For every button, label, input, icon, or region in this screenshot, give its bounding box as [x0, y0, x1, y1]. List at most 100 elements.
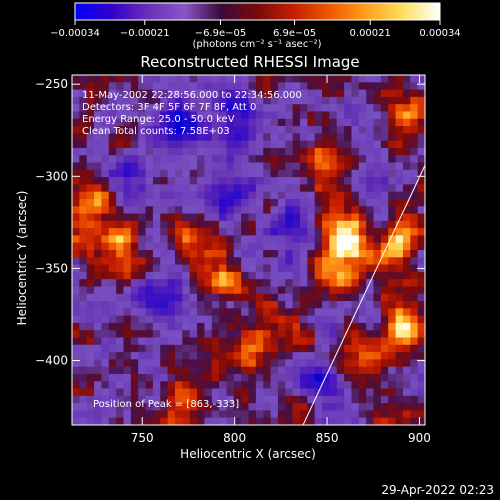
- heatmap-cell: [145, 118, 154, 127]
- heatmap-cell: [197, 395, 205, 404]
- heatmap-cell: [285, 75, 294, 83]
- heatmap-cell: [255, 315, 264, 324]
- heatmap-cell: [130, 235, 139, 244]
- heatmap-cell: [292, 417, 301, 425]
- heatmap-cell: [79, 184, 88, 193]
- heatmap-cell: [219, 373, 228, 382]
- heatmap-cell: [94, 126, 103, 134]
- heatmap-cell: [255, 177, 264, 185]
- heatmap-cell: [79, 344, 88, 353]
- heatmap-cell: [314, 250, 323, 258]
- heatmap-cell: [116, 366, 125, 375]
- heatmap-cell: [182, 250, 191, 258]
- heatmap-cell: [138, 155, 147, 164]
- heatmap-cell: [219, 220, 228, 229]
- heatmap-cell: [219, 301, 228, 309]
- heatmap-cell: [123, 228, 132, 237]
- heatmap-cell: [366, 198, 375, 207]
- heatmap-cell: [270, 337, 279, 346]
- heatmap-cell: [101, 264, 110, 273]
- heatmap-cell: [307, 213, 316, 222]
- heatmap-cell: [138, 271, 147, 280]
- heatmap-cell: [263, 257, 272, 266]
- heatmap-cell: [145, 126, 154, 134]
- heatmap-cell: [277, 104, 286, 113]
- heatmap-cell: [417, 410, 425, 419]
- heatmap-cell: [167, 118, 176, 127]
- heatmap-cell: [79, 257, 88, 266]
- heatmap-cell: [255, 75, 264, 83]
- heatmap-cell: [314, 206, 323, 215]
- heatmap-cell: [388, 140, 397, 149]
- heatmap-cell: [197, 162, 205, 171]
- heatmap-cell: [101, 235, 110, 244]
- heatmap-cell: [204, 366, 213, 375]
- heatmap-cell: [189, 235, 198, 244]
- heatmap-cell: [160, 264, 169, 273]
- heatmap-cell: [79, 82, 88, 91]
- heatmap-cell: [292, 206, 301, 215]
- heatmap-cell: [322, 330, 330, 339]
- heatmap-cell: [277, 169, 286, 178]
- heatmap-cell: [373, 213, 382, 222]
- heatmap-cell: [380, 257, 389, 266]
- colorbar-tick-label: −6.9e−05: [195, 28, 247, 39]
- heatmap-cell: [344, 308, 353, 317]
- heatmap-cell: [322, 279, 330, 288]
- heatmap-cell: [263, 417, 272, 425]
- heatmap-cell: [351, 235, 360, 244]
- heatmap-cell: [138, 337, 147, 346]
- heatmap-cell: [351, 257, 360, 266]
- heatmap-cell: [189, 330, 198, 339]
- heatmap-cell: [336, 198, 345, 207]
- heatmap-cell: [299, 133, 308, 142]
- heatmap-cell: [417, 271, 425, 280]
- heatmap-cell: [402, 206, 411, 215]
- heatmap-cell: [197, 373, 205, 382]
- heatmap-cell: [336, 104, 345, 113]
- heatmap-cell: [329, 213, 338, 222]
- heatmap-cell: [299, 286, 308, 295]
- heatmap-cell: [94, 403, 103, 412]
- heatmap-cell: [373, 403, 382, 412]
- heatmap-cell: [263, 75, 272, 83]
- heatmap-cell: [285, 366, 294, 375]
- heatmap-cell: [160, 162, 169, 171]
- heatmap-cell: [307, 228, 316, 237]
- heatmap-cell: [255, 344, 264, 353]
- heatmap-cell: [152, 301, 161, 309]
- heatmap-cell: [116, 403, 125, 412]
- heatmap-cell: [366, 228, 375, 237]
- heatmap-cell: [366, 206, 375, 215]
- heatmap-cell: [233, 235, 242, 244]
- heatmap-cell: [388, 330, 397, 339]
- heatmap-cell: [307, 264, 316, 273]
- heatmap-cell: [263, 177, 272, 185]
- heatmap-cell: [248, 140, 257, 149]
- heatmap-cell: [277, 410, 286, 419]
- heatmap-cell: [174, 228, 183, 237]
- heatmap-cell: [373, 373, 382, 382]
- heatmap-cell: [336, 293, 345, 302]
- y-tick-label: −400: [35, 354, 68, 368]
- heatmap-cell: [248, 279, 257, 288]
- heatmap-cell: [329, 198, 338, 207]
- heatmap-cell: [197, 206, 205, 215]
- heatmap-cell: [86, 381, 95, 390]
- heatmap-cell: [255, 264, 264, 273]
- heatmap-cell: [395, 301, 404, 309]
- heatmap-cell: [123, 155, 132, 164]
- heatmap-cell: [101, 366, 110, 375]
- heatmap-cell: [152, 228, 161, 237]
- heatmap-cell: [380, 133, 389, 142]
- heatmap-cell: [174, 96, 183, 105]
- heatmap-cell: [270, 381, 279, 390]
- heatmap-cell: [366, 322, 375, 331]
- heatmap-cell: [292, 352, 301, 360]
- heatmap-cell: [72, 118, 80, 127]
- heatmap-cell: [197, 388, 205, 397]
- heatmap-cell: [138, 162, 147, 171]
- heatmap-cell: [263, 213, 272, 222]
- heatmap-cell: [94, 286, 103, 295]
- heatmap-cell: [116, 235, 125, 244]
